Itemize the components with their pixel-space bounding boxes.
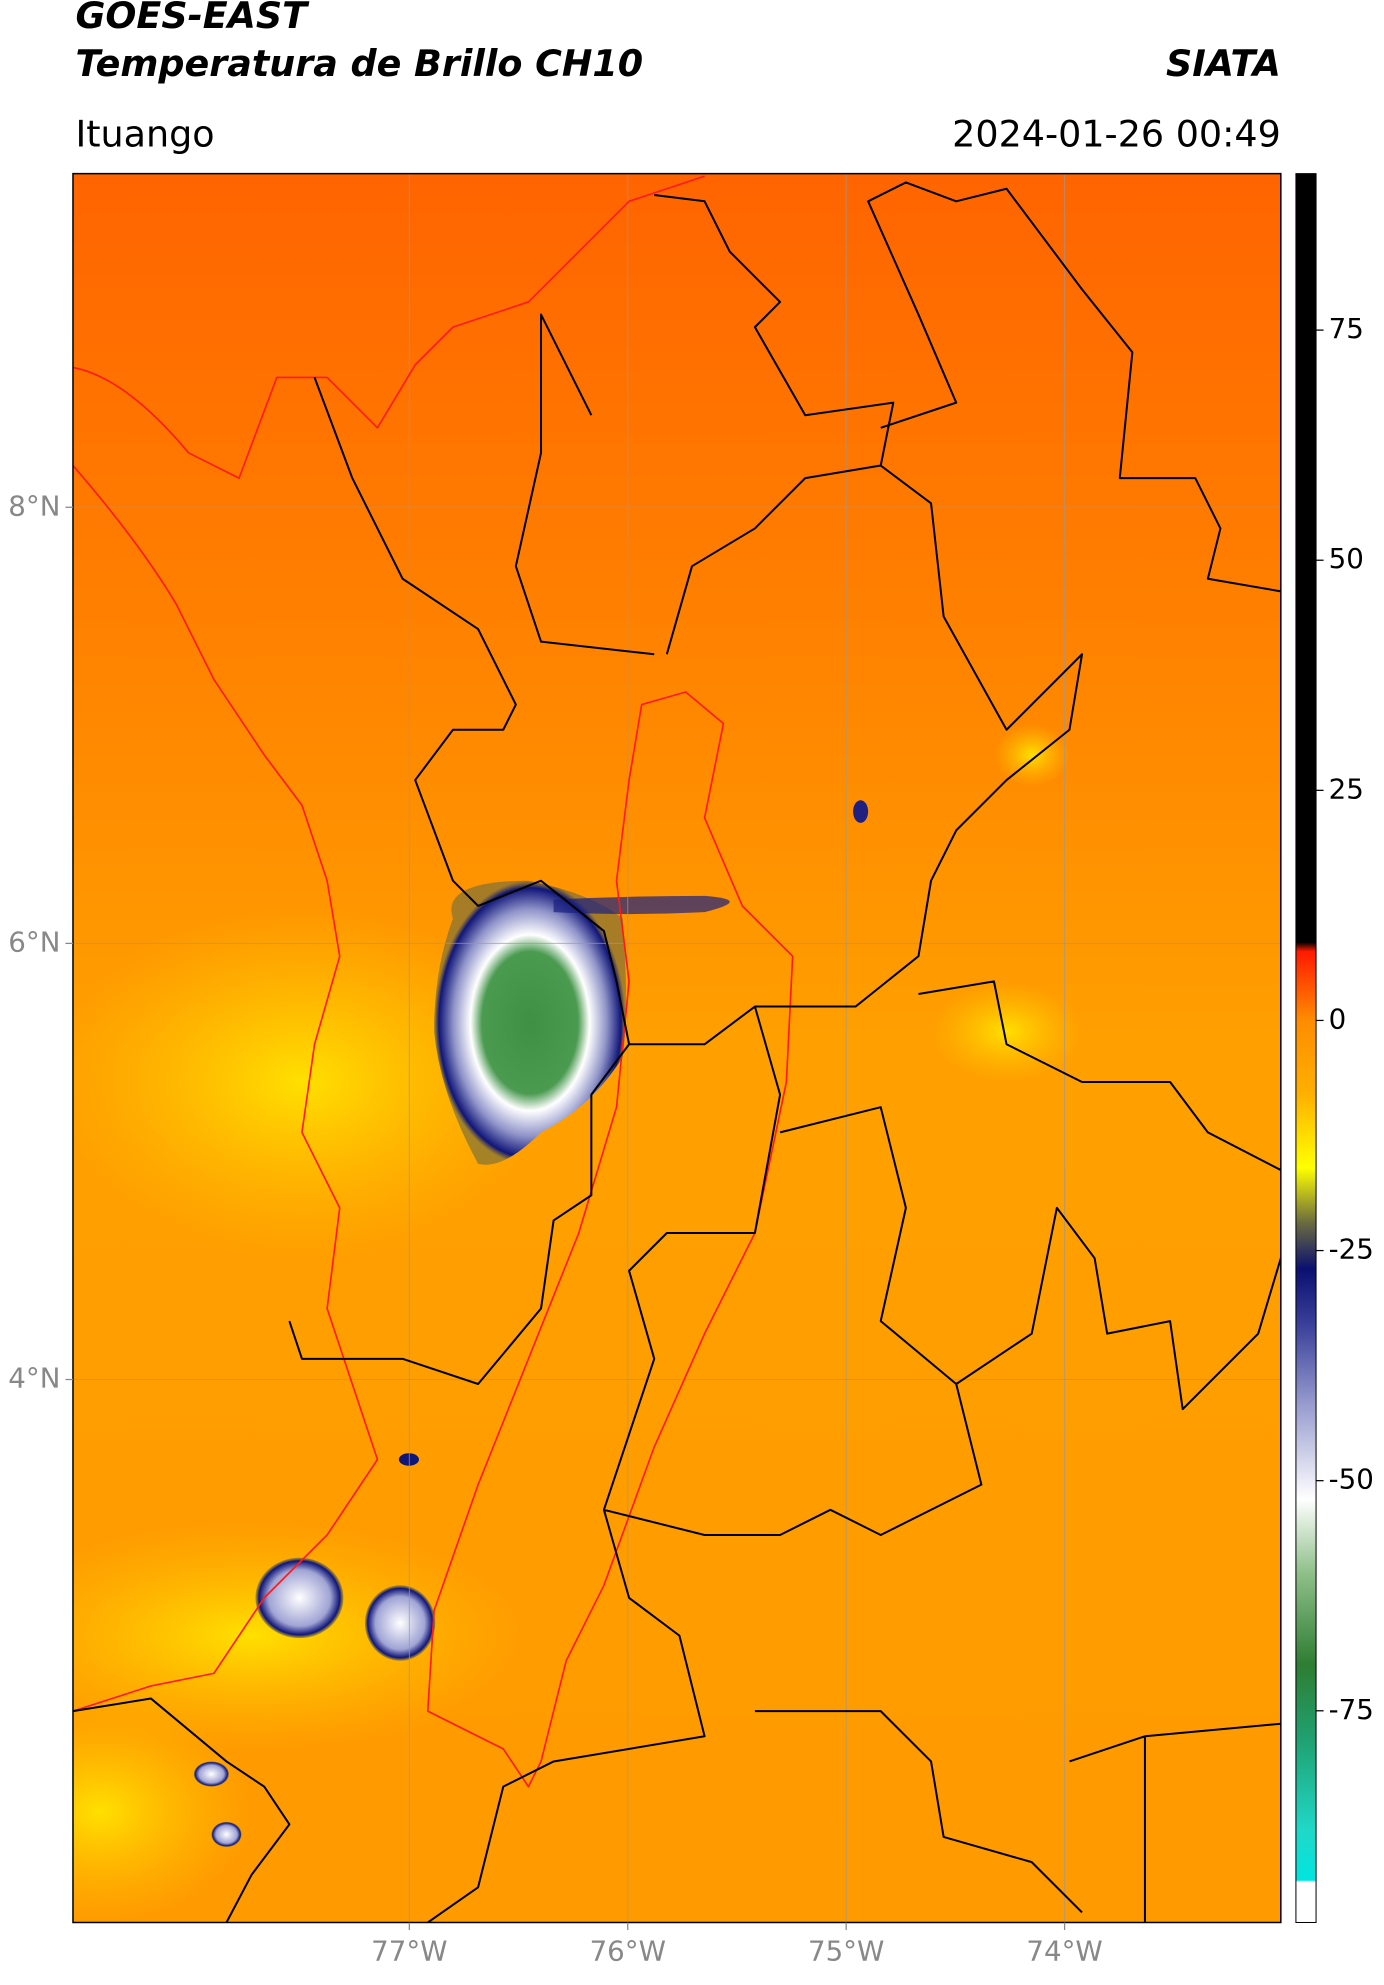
datetime: 2024-01-26 00:49 (952, 112, 1281, 155)
colorbar-tick-label: 25 (1329, 772, 1364, 805)
subtitle: Temperatura de Brillo CH10 (75, 42, 643, 85)
y-tick-label: 8°N (8, 489, 60, 522)
colorbar (1295, 173, 1317, 1923)
colorbar-tick-label: 75 (1329, 312, 1364, 345)
source: SIATA (1166, 42, 1281, 85)
map-field (72, 173, 1281, 1923)
colorbar-tick-label: -25 (1329, 1233, 1374, 1266)
map-frame (72, 172, 1282, 1924)
y-tick-label: 4°N (8, 1362, 60, 1395)
y-tick-label: 6°N (8, 925, 60, 958)
colorbar-tick-label: 50 (1329, 542, 1364, 575)
title: GOES-EAST (75, 0, 310, 37)
colorbar-tick-label: -50 (1329, 1463, 1374, 1496)
location: Ituango (75, 112, 214, 155)
x-tick-label: 75°W (808, 1935, 884, 1968)
colorbar-tick-label: -75 (1329, 1693, 1374, 1726)
x-tick-label: 76°W (590, 1935, 666, 1968)
colorbar-tick-label: 0 (1329, 1002, 1347, 1035)
x-tick-label: 77°W (371, 1935, 447, 1968)
x-tick-label: 74°W (1026, 1935, 1102, 1968)
